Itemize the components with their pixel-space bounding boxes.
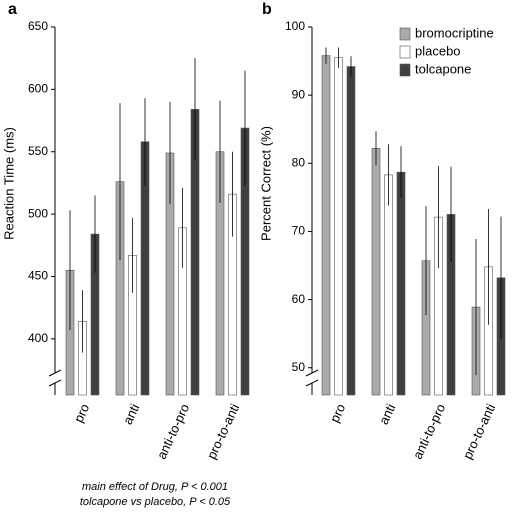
y-tick-label: 50	[292, 360, 306, 374]
y-tick-label: 450	[28, 269, 48, 283]
annotation: main effect of Drug, P < 0.001	[82, 481, 228, 493]
legend-label: bromocriptine	[415, 25, 494, 40]
y-tick-label: 100	[285, 19, 305, 33]
x-tick-label: anti	[120, 401, 142, 426]
y-axis-label: Reaction Time (ms)	[1, 127, 16, 240]
annotation: tolcapone vs placebo, P < 0.05	[80, 496, 231, 508]
panel-label: b	[262, 1, 272, 18]
legend-swatch	[399, 63, 411, 77]
bar	[396, 171, 406, 396]
bar	[371, 148, 381, 396]
x-tick-label: anti	[376, 401, 398, 426]
x-tick-label: pro-to-anti	[204, 401, 243, 461]
legend-swatch	[399, 45, 411, 59]
y-tick-label: 70	[292, 224, 306, 238]
legend-label: tolcapone	[415, 61, 471, 76]
x-tick-label: pro	[71, 401, 93, 424]
bar	[346, 66, 356, 396]
x-tick-label: anti-to-pro	[410, 401, 449, 461]
bar	[321, 55, 331, 396]
y-tick-label: 650	[28, 19, 48, 33]
y-tick-label: 400	[28, 331, 48, 345]
legend-swatch	[399, 27, 411, 41]
y-tick-label: 600	[28, 82, 48, 96]
x-tick-label: pro	[327, 401, 349, 424]
y-tick-label: 500	[28, 206, 48, 220]
y-axis-label: Percent Correct (%)	[258, 126, 273, 241]
panel-label: a	[8, 1, 17, 18]
bar	[334, 57, 343, 396]
axis-break	[305, 379, 319, 387]
bar	[384, 174, 393, 396]
axis-break	[48, 369, 62, 377]
axis-break	[305, 369, 319, 377]
axis-break	[48, 379, 62, 387]
y-tick-label: 60	[292, 292, 306, 306]
x-tick-label: anti-to-pro	[154, 401, 193, 461]
y-tick-label: 80	[292, 155, 306, 169]
y-tick-label: 90	[292, 87, 306, 101]
x-tick-label: pro-to-anti	[460, 401, 499, 461]
legend-label: placebo	[415, 43, 461, 58]
y-tick-label: 550	[28, 144, 48, 158]
